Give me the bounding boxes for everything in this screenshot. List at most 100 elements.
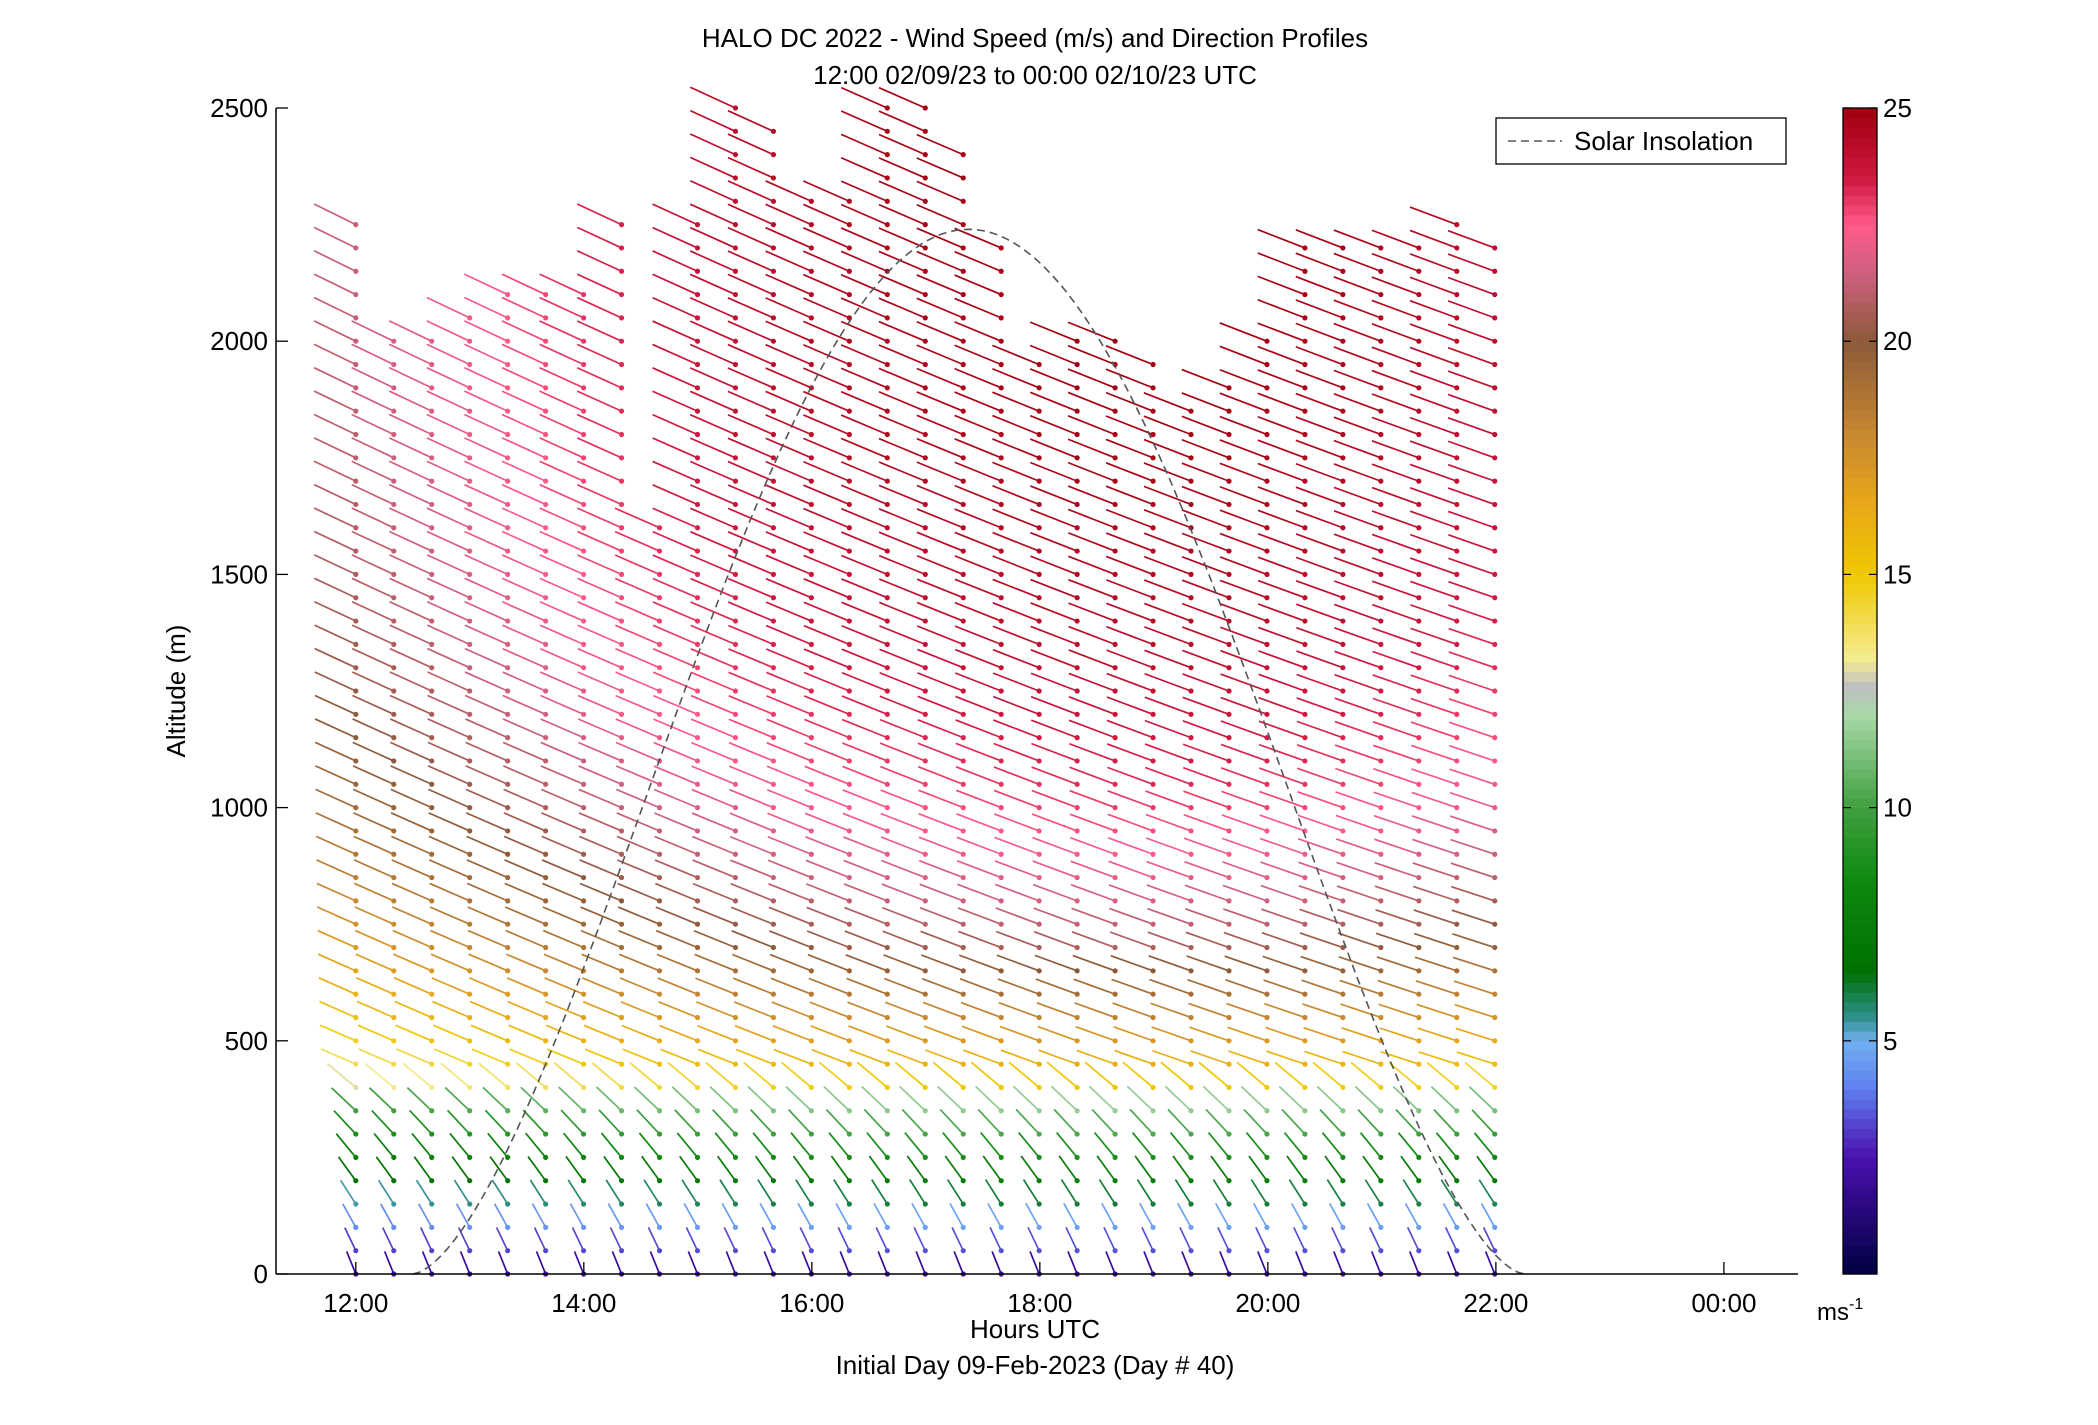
wind-barb-head (808, 595, 814, 601)
wind-barb (506, 977, 546, 995)
wind-barb (1304, 1050, 1344, 1065)
wind-barb-head (353, 991, 359, 997)
wind-barb (1067, 321, 1116, 342)
wind-barb (1295, 252, 1344, 273)
wind-barb-head (1264, 338, 1270, 344)
wind-barb-head (1492, 1248, 1498, 1254)
wind-barb (388, 483, 433, 506)
wind-barb (426, 554, 471, 576)
wind-barb (873, 1202, 889, 1228)
wind-barb-head (732, 222, 739, 228)
wind-barb (840, 297, 888, 319)
wind-barb (705, 1061, 736, 1089)
wind-barb (954, 531, 1002, 552)
wind-barb-head (884, 641, 890, 647)
wind-barb (922, 1001, 964, 1019)
wind-barb (765, 414, 812, 436)
wind-barb (1328, 1202, 1344, 1228)
colorbar-segment (1843, 661, 1877, 673)
wind-barb-head (580, 944, 587, 951)
wind-barb-head (922, 1061, 928, 1067)
wind-barb (992, 578, 1040, 599)
wind-barb (1297, 837, 1344, 856)
wind-barb-head (505, 431, 511, 438)
wind-barb-head (1302, 291, 1308, 298)
wind-barb (1181, 579, 1230, 599)
colorbar-segment (1843, 642, 1877, 653)
wind-barb-head (1492, 431, 1498, 438)
wind-barb-head (808, 805, 814, 811)
chart-title: HALO DC 2022 - Wind Speed (m/s) and Dire… (702, 23, 1368, 53)
wind-barb-head (846, 1248, 852, 1254)
wind-barb (319, 1000, 357, 1019)
colorbar-segment (1843, 739, 1877, 750)
wind-barb-head (1340, 385, 1346, 391)
wind-barb (504, 859, 546, 879)
colorbar-segment (1843, 584, 1877, 595)
wind-barb (729, 835, 774, 856)
wind-barb-head (1302, 1108, 1308, 1114)
wind-barb (1067, 368, 1116, 389)
wind-barb-head (732, 1084, 739, 1091)
colorbar-segment (1843, 127, 1877, 138)
wind-barb-head (1340, 315, 1346, 321)
wind-barb (765, 180, 812, 203)
wind-barb (992, 438, 1040, 459)
wind-barb-head (998, 944, 1004, 951)
wind-barb (582, 977, 622, 995)
wind-barb-head (580, 525, 587, 531)
wind-barb (540, 694, 584, 716)
wind-barb (1181, 532, 1230, 552)
wind-barb-head (580, 1131, 587, 1137)
colorbar-segment (1843, 1176, 1877, 1188)
wind-barb (958, 954, 1002, 972)
wind-barb (1372, 721, 1420, 739)
wind-barb-head (1302, 338, 1308, 344)
colorbar-segment (1843, 1069, 1877, 1081)
wind-barb (1219, 415, 1268, 436)
wind-barb (652, 367, 698, 389)
wind-barb-head (467, 1108, 473, 1114)
wind-barb-head (732, 501, 739, 508)
wind-barb-head (694, 1061, 701, 1067)
wind-barb-head (808, 361, 814, 368)
wind-barb-head (353, 1154, 359, 1160)
wind-barb-head (1226, 1108, 1232, 1114)
wind-barb (1371, 299, 1420, 319)
wind-barb-head (1226, 1178, 1232, 1184)
wind-barb (1185, 907, 1230, 926)
wind-barb (1476, 1155, 1496, 1182)
wind-barb (351, 624, 395, 646)
wind-barb-head (1226, 595, 1232, 601)
wind-barb (1144, 626, 1192, 646)
wind-barb (803, 273, 850, 296)
wind-barb (842, 789, 888, 809)
wind-barb (1410, 674, 1458, 692)
wind-barb (502, 718, 546, 739)
wind-barb (773, 1048, 812, 1065)
wind-barb (615, 741, 660, 762)
wind-barb-head (1340, 711, 1346, 717)
wind-barb-head (505, 1224, 511, 1230)
wind-barb (1295, 439, 1344, 459)
wind-barb (1248, 1155, 1268, 1182)
wind-barb-head (1302, 1224, 1308, 1230)
wind-barb (878, 227, 926, 249)
wind-barb (841, 718, 888, 739)
wind-barb (878, 133, 926, 156)
wind-barb (1330, 1226, 1344, 1252)
wind-barb-head (808, 1154, 814, 1160)
wind-barb (428, 835, 471, 856)
wind-barb-head (1378, 548, 1384, 554)
wind-barb (1258, 626, 1306, 646)
wind-barb-head (618, 338, 625, 344)
wind-barb-head (543, 478, 549, 484)
wind-barb (804, 765, 850, 786)
wind-barb (464, 624, 509, 646)
wind-barb (464, 390, 509, 412)
wind-barb-head (656, 618, 663, 624)
wind-barb-head (1112, 431, 1118, 438)
wind-barb (1106, 625, 1154, 646)
wind-barb-head (1378, 735, 1384, 741)
wind-barb-head (1074, 1224, 1080, 1230)
